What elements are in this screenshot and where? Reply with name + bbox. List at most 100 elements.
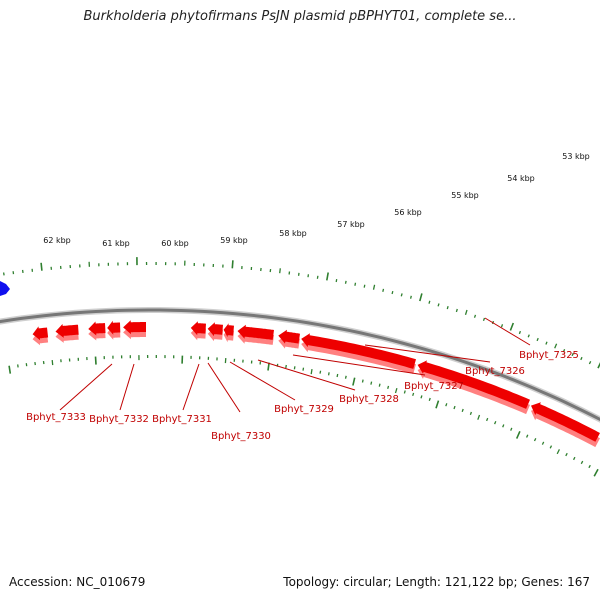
inner-tick bbox=[573, 456, 576, 461]
callout-line bbox=[292, 354, 426, 376]
kbp-label: 53 kbp bbox=[562, 152, 590, 161]
outer-tick bbox=[40, 262, 43, 271]
inner-tick bbox=[267, 362, 270, 371]
gene-label: Bphyt_7328 bbox=[339, 394, 399, 405]
gene-arrow bbox=[207, 322, 223, 337]
inner-tick bbox=[344, 375, 347, 379]
outer-tick bbox=[580, 356, 583, 361]
inner-tick bbox=[403, 390, 406, 394]
inner-tick bbox=[588, 464, 591, 469]
gene-label: Bphyt_7329 bbox=[274, 404, 334, 415]
inner-tick bbox=[352, 377, 356, 386]
kbp-label: 55 kbp bbox=[451, 191, 479, 200]
outer-tick bbox=[545, 341, 548, 345]
outer-tick bbox=[527, 334, 530, 338]
kbp-label: 60 kbp bbox=[161, 239, 189, 248]
kbp-label: 62 kbp bbox=[43, 236, 71, 245]
outer-tick bbox=[279, 268, 281, 274]
gene-arrow bbox=[301, 333, 416, 369]
inner-tick bbox=[8, 365, 12, 374]
gene-arrow bbox=[223, 323, 234, 338]
gene-arrow bbox=[237, 324, 274, 340]
outer-tick bbox=[409, 295, 412, 299]
inner-tick bbox=[580, 460, 584, 465]
callout-line bbox=[229, 361, 296, 401]
accession-text: Accession: NC_010679 bbox=[9, 575, 146, 589]
inner-tick bbox=[361, 379, 364, 383]
outer-tick bbox=[316, 275, 319, 279]
plasmid-backbone bbox=[0, 307, 600, 423]
inner-tick bbox=[510, 427, 513, 431]
inner-tick bbox=[453, 405, 456, 410]
outer-tick bbox=[363, 284, 366, 288]
topology-summary: Topology: circular; Length: 121,122 bp; … bbox=[283, 575, 590, 589]
inner-tick bbox=[336, 373, 339, 378]
callout-line bbox=[364, 344, 491, 363]
inner-tick bbox=[556, 449, 560, 455]
outer-tick bbox=[437, 303, 440, 307]
inner-tick bbox=[319, 370, 322, 374]
inner-tick bbox=[502, 424, 505, 428]
gene-arrow bbox=[88, 321, 106, 336]
callout-line bbox=[119, 363, 135, 411]
inner-tick bbox=[515, 430, 521, 439]
outer-tick bbox=[2, 272, 5, 276]
gene-label: Bphyt_7331 bbox=[152, 414, 212, 425]
inner-tick bbox=[445, 403, 448, 407]
outer-tick bbox=[419, 293, 423, 302]
inner-tick bbox=[370, 381, 373, 385]
inner-tick bbox=[494, 421, 497, 425]
inner-tick bbox=[428, 397, 431, 401]
gene-label: Bphyt_7333 bbox=[26, 412, 86, 423]
kbp-label: 59 kbp bbox=[220, 236, 248, 245]
inner-tick bbox=[302, 367, 305, 371]
outer-tick bbox=[372, 284, 376, 290]
outer-tick bbox=[554, 343, 558, 349]
callout-line bbox=[207, 362, 241, 413]
inner-tick bbox=[378, 383, 381, 387]
outer-tick bbox=[231, 260, 234, 269]
kbp-label: 57 kbp bbox=[337, 220, 365, 229]
outer-tick bbox=[326, 272, 329, 281]
kbp-scale-labels: 53 kbp 54 kbp 55 kbp 56 kbp 57 kbp 58 kbp 59 k… bbox=[43, 152, 590, 248]
map-title: Burkholderia phytofirmans PsJN plasmid p… bbox=[83, 9, 517, 24]
inner-tick bbox=[51, 360, 54, 366]
gene-arrow bbox=[417, 360, 530, 409]
gene-label: Bphyt_7326 bbox=[465, 366, 525, 377]
inner-tick bbox=[435, 400, 440, 409]
outer-tick bbox=[588, 361, 592, 365]
gene-label: Bphyt_7325 bbox=[519, 350, 579, 361]
outer-tick bbox=[562, 349, 566, 353]
inner-tick bbox=[593, 468, 599, 477]
gene-arrow bbox=[107, 320, 121, 335]
backbone-line bbox=[0, 308, 600, 422]
outer-tick bbox=[536, 337, 539, 342]
inner-tick bbox=[412, 392, 415, 396]
outer-tick bbox=[400, 293, 403, 297]
inner-tick bbox=[420, 395, 423, 399]
inner-tick bbox=[469, 411, 473, 416]
gene-label: Bphyt_7327 bbox=[404, 381, 464, 392]
kbp-label: 54 kbp bbox=[507, 174, 535, 183]
inner-tick-track bbox=[8, 354, 599, 477]
outer-tick bbox=[455, 308, 458, 313]
inner-tick bbox=[327, 372, 330, 376]
gene-arrow-blue bbox=[0, 281, 10, 296]
inner-tick bbox=[394, 388, 398, 394]
inner-tick bbox=[541, 441, 545, 445]
inner-tick bbox=[285, 364, 287, 369]
gene-arrow bbox=[190, 321, 206, 336]
gene-arrow bbox=[531, 402, 600, 442]
gene-arrow bbox=[55, 324, 79, 338]
callout-line bbox=[182, 363, 200, 411]
gene-arrow bbox=[123, 320, 146, 335]
outer-tick bbox=[382, 288, 385, 292]
inner-tick bbox=[533, 438, 537, 442]
inner-tick bbox=[310, 368, 313, 375]
outer-tick bbox=[428, 300, 431, 304]
inner-tick bbox=[477, 414, 481, 420]
callout-line bbox=[257, 359, 356, 391]
inner-tick bbox=[461, 408, 464, 413]
